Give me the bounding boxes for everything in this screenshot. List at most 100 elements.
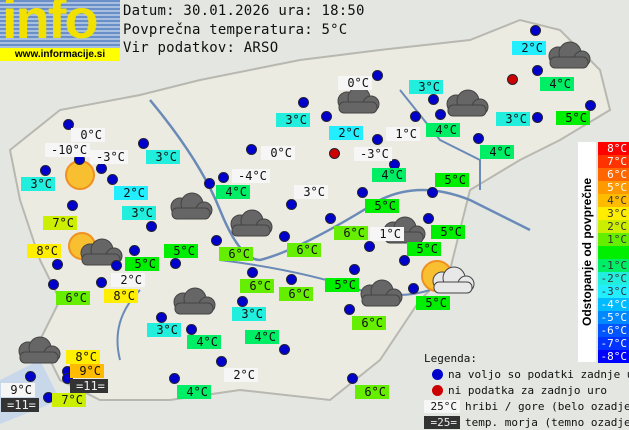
station-dot[interactable] bbox=[107, 174, 118, 185]
station-dot[interactable] bbox=[530, 25, 541, 36]
station-dot[interactable] bbox=[410, 111, 421, 122]
station-temperature-label[interactable]: -10°C bbox=[45, 143, 91, 157]
station-temperature-label[interactable]: 3°C bbox=[122, 206, 156, 220]
station-dot[interactable] bbox=[52, 259, 63, 270]
station-temperature-label[interactable]: 3°C bbox=[21, 177, 55, 191]
station-dot[interactable] bbox=[286, 274, 297, 285]
station-dot[interactable] bbox=[423, 213, 434, 224]
station-temperature-label[interactable]: 4°C bbox=[187, 335, 221, 349]
station-temperature-label[interactable]: 3°C bbox=[496, 112, 530, 126]
station-dot[interactable] bbox=[372, 70, 383, 81]
station-temperature-label[interactable]: 9°C bbox=[70, 364, 104, 378]
station-temperature-label[interactable]: 4°C bbox=[540, 77, 574, 91]
station-dot[interactable] bbox=[204, 178, 215, 189]
station-temperature-label[interactable]: 4°C bbox=[480, 145, 514, 159]
station-dot[interactable] bbox=[169, 373, 180, 384]
station-dot[interactable] bbox=[211, 235, 222, 246]
station-temperature-label[interactable]: 3°C bbox=[294, 185, 328, 199]
station-dot[interactable] bbox=[364, 241, 375, 252]
station-dot[interactable] bbox=[298, 97, 309, 108]
station-dot[interactable] bbox=[247, 267, 258, 278]
station-temperature-label[interactable]: 8°C bbox=[104, 289, 138, 303]
station-dot[interactable] bbox=[111, 260, 122, 271]
station-temperature-label[interactable]: 6°C bbox=[352, 316, 386, 330]
station-temperature-label[interactable]: 6°C bbox=[355, 385, 389, 399]
station-temperature-label[interactable]: 5°C bbox=[435, 173, 469, 187]
station-temperature-label[interactable]: 2°C bbox=[329, 126, 363, 140]
station-dot[interactable] bbox=[347, 373, 358, 384]
station-dot[interactable] bbox=[218, 172, 229, 183]
station-dot[interactable] bbox=[399, 255, 410, 266]
station-dot-missing[interactable] bbox=[507, 74, 518, 85]
station-dot[interactable] bbox=[170, 258, 181, 269]
station-dot[interactable] bbox=[96, 163, 107, 174]
station-dot[interactable] bbox=[156, 312, 167, 323]
station-dot[interactable] bbox=[279, 344, 290, 355]
station-temperature-label[interactable]: 0°C bbox=[71, 128, 105, 142]
station-temperature-label[interactable]: 9°C bbox=[1, 383, 35, 397]
station-temperature-label[interactable]: 0°C bbox=[261, 146, 295, 160]
station-temperature-label[interactable]: =11= bbox=[1, 398, 39, 412]
station-temperature-label[interactable]: 6°C bbox=[279, 287, 313, 301]
station-dot[interactable] bbox=[25, 371, 36, 382]
station-temperature-label[interactable]: 2°C bbox=[114, 186, 148, 200]
station-dot[interactable] bbox=[532, 65, 543, 76]
station-temperature-label[interactable]: 6°C bbox=[219, 247, 253, 261]
station-temperature-label[interactable]: 4°C bbox=[245, 330, 279, 344]
station-temperature-label[interactable]: 2°C bbox=[512, 41, 546, 55]
station-dot[interactable] bbox=[321, 111, 332, 122]
station-temperature-label[interactable]: 5°C bbox=[416, 296, 450, 310]
site-logo[interactable]: info bbox=[0, 0, 120, 48]
station-temperature-label[interactable]: 6°C bbox=[334, 226, 368, 240]
station-dot[interactable] bbox=[408, 283, 419, 294]
station-dot[interactable] bbox=[428, 94, 439, 105]
station-dot[interactable] bbox=[146, 221, 157, 232]
station-dot[interactable] bbox=[585, 100, 596, 111]
station-dot[interactable] bbox=[344, 304, 355, 315]
station-temperature-label[interactable]: 4°C bbox=[426, 123, 460, 137]
station-dot[interactable] bbox=[96, 277, 107, 288]
station-temperature-label[interactable]: 6°C bbox=[287, 243, 321, 257]
station-temperature-label[interactable]: 5°C bbox=[431, 225, 465, 239]
station-temperature-label[interactable]: -3°C bbox=[90, 150, 128, 164]
station-dot[interactable] bbox=[286, 199, 297, 210]
station-temperature-label[interactable]: 3°C bbox=[276, 113, 310, 127]
station-temperature-label[interactable]: -3°C bbox=[354, 147, 392, 161]
station-dot[interactable] bbox=[67, 200, 78, 211]
station-dot[interactable] bbox=[63, 119, 74, 130]
station-dot[interactable] bbox=[279, 231, 290, 242]
station-temperature-label[interactable]: 0°C bbox=[338, 76, 372, 90]
station-temperature-label[interactable]: 5°C bbox=[556, 111, 590, 125]
station-dot[interactable] bbox=[40, 165, 51, 176]
station-temperature-label[interactable]: 7°C bbox=[52, 393, 86, 407]
station-dot[interactable] bbox=[473, 133, 484, 144]
station-dot[interactable] bbox=[186, 324, 197, 335]
station-temperature-label[interactable]: 5°C bbox=[407, 242, 441, 256]
site-url-link[interactable]: www.informacije.si bbox=[0, 48, 120, 61]
station-dot[interactable] bbox=[62, 373, 73, 384]
station-dot[interactable] bbox=[357, 187, 368, 198]
station-temperature-label[interactable]: 1°C bbox=[386, 127, 420, 141]
station-temperature-label[interactable]: -4°C bbox=[232, 169, 270, 183]
station-dot[interactable] bbox=[237, 296, 248, 307]
station-dot[interactable] bbox=[349, 264, 360, 275]
station-temperature-label[interactable]: 2°C bbox=[111, 273, 145, 287]
station-temperature-label[interactable]: 5°C bbox=[325, 278, 359, 292]
station-temperature-label[interactable]: 3°C bbox=[146, 150, 180, 164]
station-temperature-label[interactable]: 5°C bbox=[164, 244, 198, 258]
station-temperature-label[interactable]: 6°C bbox=[56, 291, 90, 305]
station-temperature-label[interactable]: 2°C bbox=[224, 368, 258, 382]
station-temperature-label[interactable]: 1°C bbox=[370, 227, 404, 241]
station-dot[interactable] bbox=[427, 187, 438, 198]
station-temperature-label[interactable]: 3°C bbox=[147, 323, 181, 337]
station-temperature-label[interactable]: 8°C bbox=[27, 244, 61, 258]
station-dot[interactable] bbox=[325, 213, 336, 224]
station-temperature-label[interactable]: 7°C bbox=[43, 216, 77, 230]
station-dot[interactable] bbox=[372, 134, 383, 145]
station-dot[interactable] bbox=[48, 279, 59, 290]
station-temperature-label[interactable]: 3°C bbox=[232, 307, 266, 321]
station-temperature-label[interactable]: 4°C bbox=[177, 385, 211, 399]
station-temperature-label[interactable]: 3°C bbox=[409, 80, 443, 94]
station-dot[interactable] bbox=[129, 245, 140, 256]
station-dot[interactable] bbox=[246, 144, 257, 155]
